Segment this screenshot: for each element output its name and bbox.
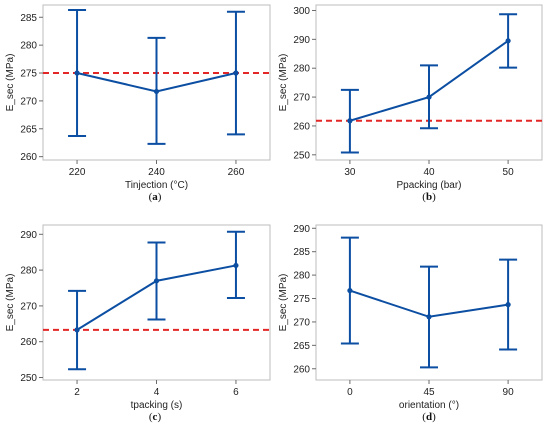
panel-a-y-tick-label: 285 — [20, 13, 37, 24]
panel-a-y-axis-label: E_sec (MPa) — [5, 54, 16, 112]
panel-b-data-point — [505, 38, 511, 44]
panel-b-y-axis-label: E_sec (MPa) — [278, 54, 289, 112]
panel-c-y-tick-label: 250 — [20, 373, 37, 384]
panel-a-y-tick-label: 265 — [20, 124, 37, 135]
panel-b-x-tick-label: 30 — [344, 167, 356, 178]
panel-a-caption: (a) — [149, 191, 162, 203]
panel-c-caption-close: ) — [157, 411, 161, 423]
panel-b-caption-close: ) — [432, 191, 436, 203]
panel-d-caption-letter: d — [426, 411, 432, 423]
panel-c-y-tick-label: 280 — [20, 266, 37, 277]
panel-b-x-tick-label: 40 — [423, 167, 435, 178]
panel-d-y-tick-label: 275 — [293, 294, 310, 305]
panel-a-x-tick-label: 220 — [69, 167, 86, 178]
panel-c-caption-open: ( — [149, 411, 153, 423]
panel-c-y-tick-label: 290 — [20, 230, 37, 241]
panel-a-data-point — [74, 70, 80, 76]
panel-c-data-point — [233, 262, 239, 269]
panel-d-y-tick-label: 265 — [293, 341, 310, 352]
panel-b-y-tick-label: 280 — [293, 64, 310, 75]
panel-d-y-tick-label: 290 — [293, 224, 310, 235]
panel-c-caption-letter: c — [153, 411, 158, 423]
panel-d-caption: (d) — [422, 411, 436, 423]
panel-a-y-tick-label: 270 — [20, 96, 37, 107]
panel-d-x-tick-label: 90 — [503, 387, 515, 398]
panel-a-y-tick-label: 260 — [20, 152, 37, 163]
panel-d-y-tick-label: 285 — [293, 247, 310, 258]
panel-c-x-tick-label: 4 — [154, 387, 160, 398]
panel-b-y-tick-label: 260 — [293, 121, 310, 132]
panel-c-x-tick-label: 2 — [74, 387, 80, 398]
panel-c: 250 260 270 280 290 2 4 6 tpacking (s) E_sec (MPa… — [5, 224, 271, 423]
panel-a-x-tick-label: 240 — [148, 167, 165, 178]
panel-a-x-axis-label: Tinjection (°C) — [125, 180, 188, 191]
panel-a-x-tick-label: 260 — [228, 167, 245, 178]
panel-b-y-tick-label: 250 — [293, 150, 310, 161]
panel-d-caption-open: ( — [422, 411, 426, 423]
panel-c-caption: (c) — [149, 411, 162, 423]
panel-d-y-tick-label: 260 — [293, 364, 310, 375]
panel-b-x-axis-label: Ppacking (bar) — [396, 180, 461, 191]
panel-c-x-tick-label: 6 — [233, 387, 239, 398]
panel-d-x-tick-label: 0 — [347, 387, 353, 398]
panel-a-caption-close: ) — [158, 191, 162, 203]
panel-b-y-tick-label: 290 — [293, 35, 310, 46]
panel-a: 260 265 270 275 280 285 220 240 260 Tinjection (°… — [5, 4, 271, 203]
panel-b-y-tick-label: 300 — [293, 6, 310, 17]
panel-a-caption-letter: a — [152, 191, 158, 203]
panel-c-x-axis-label: tpacking (s) — [131, 400, 183, 411]
panel-d-x-axis-label: orientation (°) — [399, 400, 459, 411]
panel-d-caption-close: ) — [432, 411, 436, 423]
panel-c-data-point — [74, 327, 80, 333]
panel-a-data-point — [153, 88, 160, 95]
panel-b-data-point — [426, 94, 432, 100]
panel-a-y-tick-label: 275 — [20, 69, 37, 80]
panel-c-y-tick-label: 270 — [20, 301, 37, 312]
panel-d-y-axis-label: E_sec (MPa) — [278, 274, 289, 332]
panel-d-x-tick-label: 45 — [423, 387, 435, 398]
panel-b-y-tick-label: 270 — [293, 93, 310, 104]
panel-b-caption-letter: b — [426, 191, 432, 203]
panel-d-data-point — [505, 302, 511, 308]
panel-b-x-tick-label: 50 — [503, 167, 515, 178]
panel-b-caption-open: ( — [422, 191, 426, 203]
panel-d-y-tick-label: 280 — [293, 271, 310, 282]
panel-a-caption-open: ( — [149, 191, 153, 203]
panel-b-caption: (b) — [422, 191, 436, 203]
panel-d-y-tick-label: 270 — [293, 317, 310, 328]
panel-d-data-point — [347, 287, 353, 294]
panel-a-data-point — [233, 70, 239, 76]
panel-c-y-axis-label: E_sec (MPa) — [5, 274, 16, 332]
panel-c-data-point — [153, 278, 160, 284]
panel-d: 260 265 270 275 280 285 290 0 45 90 orientation (°… — [278, 224, 543, 423]
panel-d-data-point — [426, 314, 432, 320]
panel-c-y-tick-label: 260 — [20, 337, 37, 348]
panel-b: 250 260 270 280 290 300 30 40 50 Ppacking (bar) E_… — [278, 4, 543, 203]
panel-a-y-tick-label: 280 — [20, 41, 37, 52]
panel-b-data-point — [347, 118, 353, 124]
